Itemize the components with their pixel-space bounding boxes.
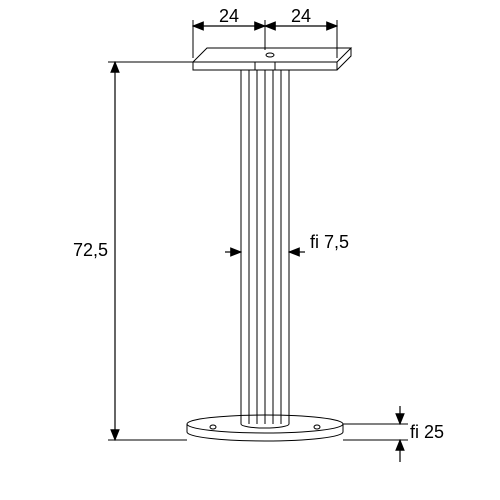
dim-height: 72,5 bbox=[73, 62, 193, 440]
dim-height-val: 72,5 bbox=[73, 240, 108, 260]
dim-base-val: fi 25 bbox=[410, 422, 444, 442]
dim-top-left-val: 24 bbox=[219, 6, 239, 26]
tech-drawing: 24 24 72,5 fi 7,5 fi 25 bbox=[0, 0, 500, 500]
dim-top-right-val: 24 bbox=[291, 6, 311, 26]
top-plate bbox=[193, 48, 351, 70]
dim-column: fi 7,5 bbox=[225, 232, 349, 252]
column bbox=[241, 70, 289, 424]
dim-col-val: fi 7,5 bbox=[310, 232, 349, 252]
dim-top: 24 24 bbox=[193, 6, 337, 58]
dim-base: fi 25 bbox=[343, 406, 444, 462]
